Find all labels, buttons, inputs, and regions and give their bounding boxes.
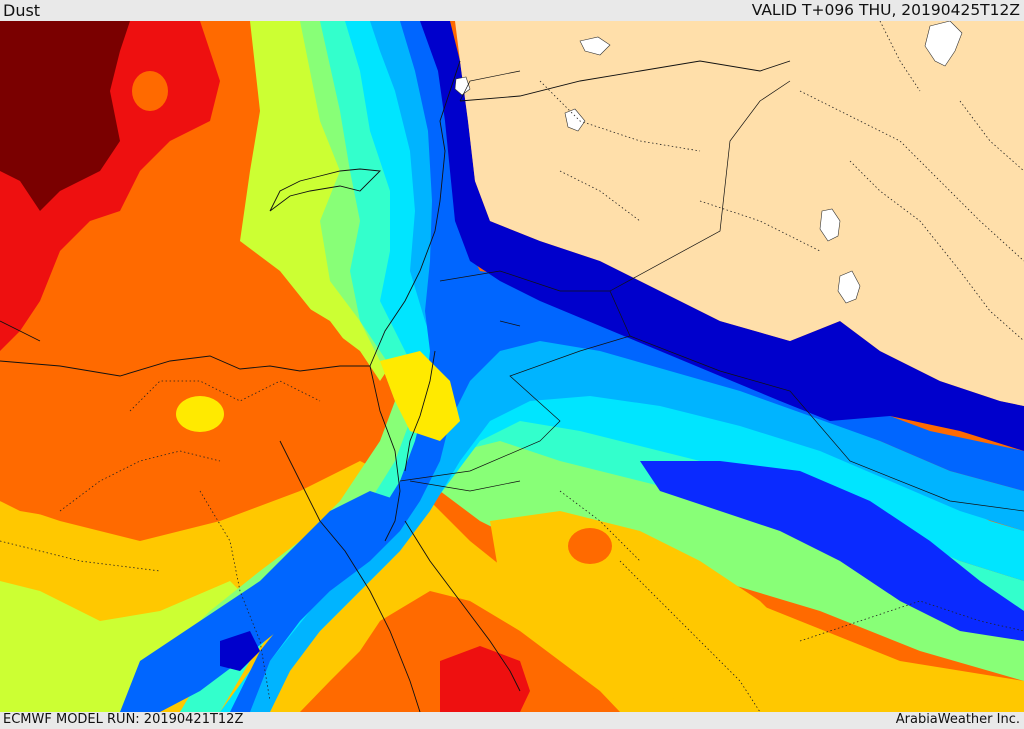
dust-band-red-sudan — [440, 646, 530, 712]
national-borders — [399, 70, 1024, 512]
footer-bar: ECMWF MODEL RUN: 20190421T12Z ArabiaWeat… — [0, 712, 1024, 729]
lake-urmia — [819, 208, 841, 242]
lake-tharthar — [837, 270, 861, 304]
field-title: Dust — [3, 1, 41, 20]
dust-band-orange-spot — [132, 71, 168, 111]
header-bar: Dust VALID T+096 THU, 20190425T12Z — [0, 0, 1024, 21]
lake-assad — [564, 108, 586, 132]
dust-band-yellow-orange-south — [490, 511, 840, 712]
credit-label: ArabiaWeather Inc. — [895, 712, 1020, 727]
dust-band-blue-se — [640, 461, 1024, 641]
map-canvas — [0, 21, 1024, 712]
dust-forecast-map — [0, 21, 1024, 712]
model-run-label: ECMWF MODEL RUN: 20190421T12Z — [3, 712, 244, 727]
masked-land-northeast — [455, 21, 1024, 406]
lake-coast — [454, 76, 471, 96]
dust-band-dark-red — [0, 21, 130, 211]
dust-band-blue-redsea — [120, 491, 400, 712]
dust-band-yellow-sinai — [380, 351, 460, 441]
dust-band-yellow-egypt — [176, 396, 224, 432]
dust-band-orange-south — [568, 528, 612, 564]
coastlines — [0, 60, 791, 712]
dust-band-orange-sudan — [300, 591, 620, 712]
dust-band-dark-blue-patch — [220, 631, 260, 671]
lake-tuz — [579, 36, 611, 56]
dust-band-dark-blue — [420, 21, 1024, 451]
lake-van — [924, 21, 963, 67]
admin-boundaries — [0, 21, 1024, 712]
valid-time-label: VALID T+096 THU, 20190425T12Z — [751, 1, 1020, 19]
